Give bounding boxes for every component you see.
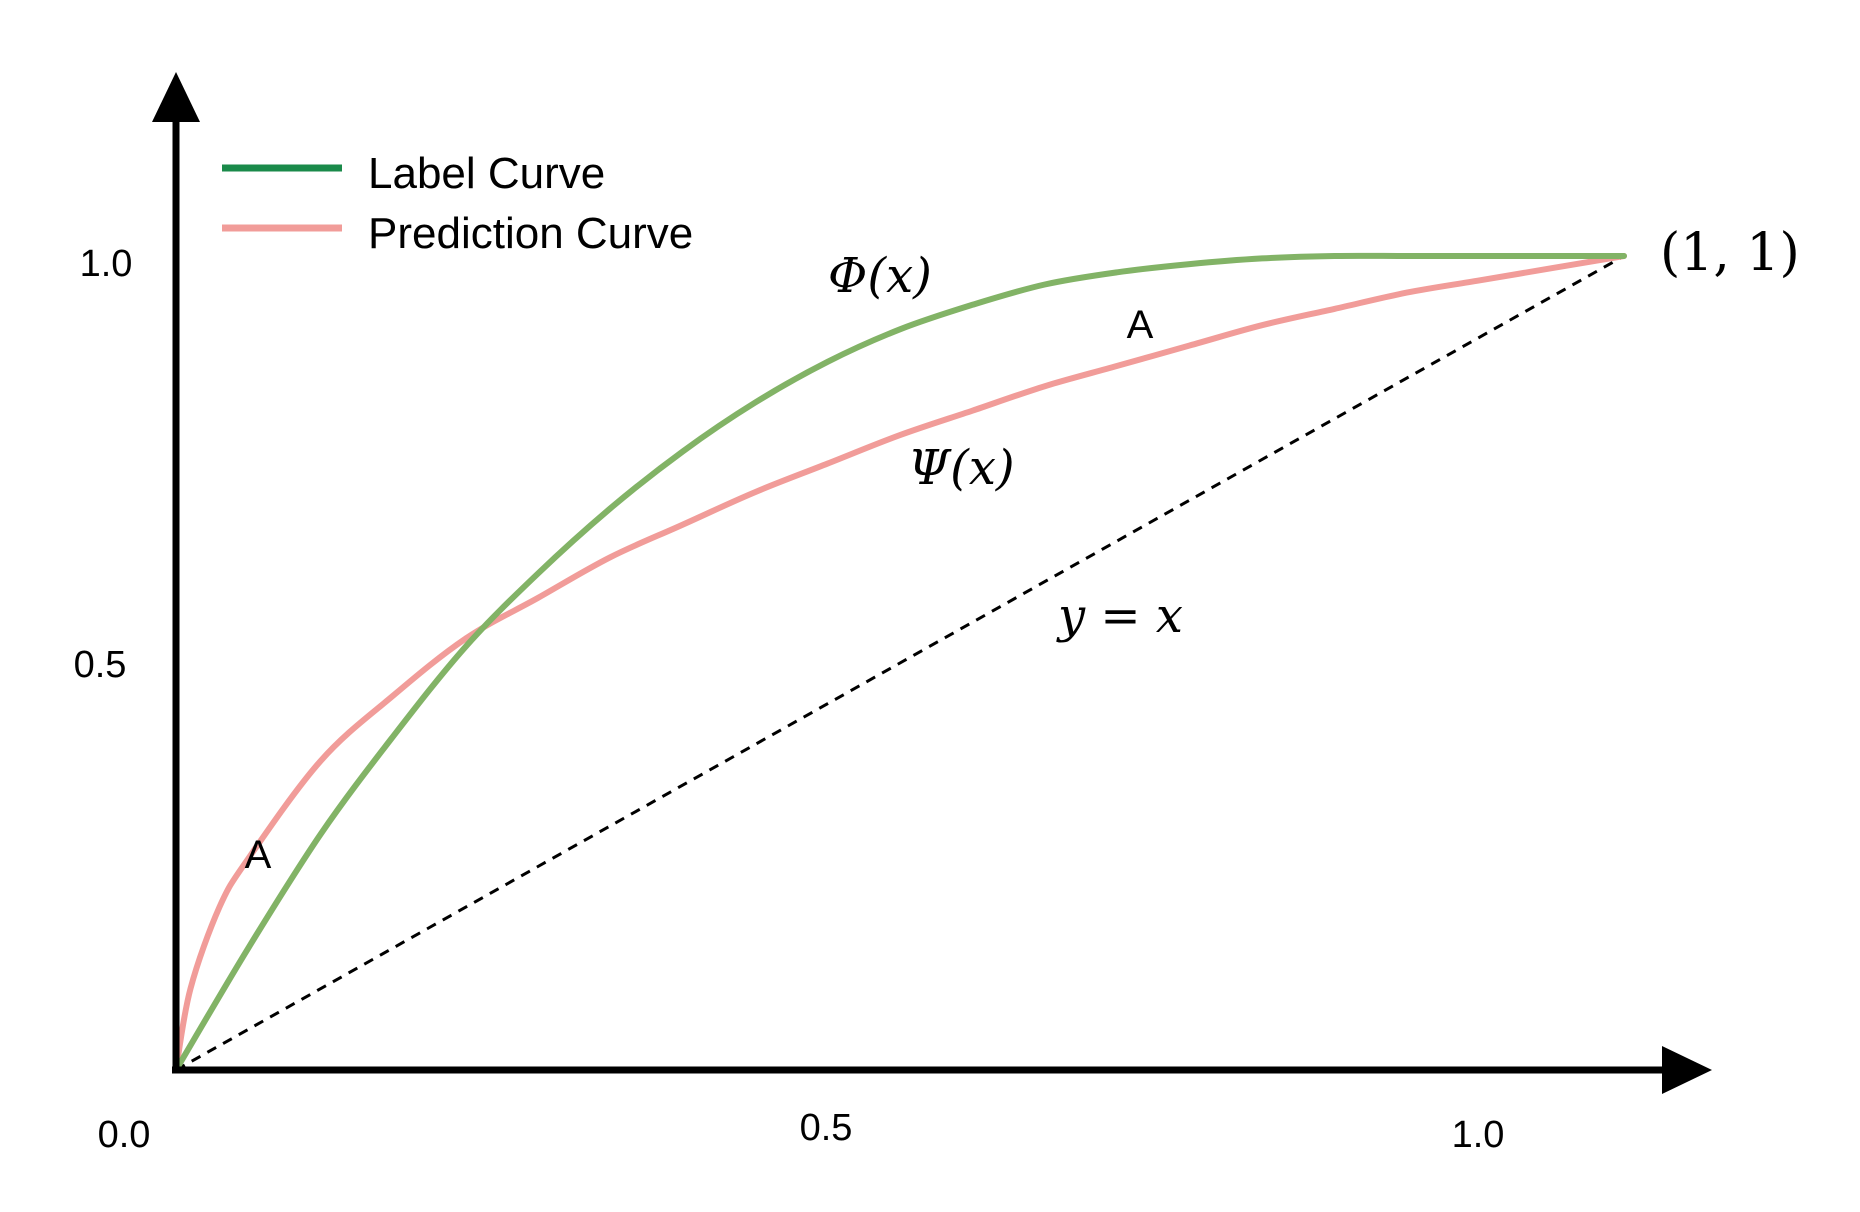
x-tick-label-0: 0.0 (98, 1114, 151, 1156)
legend-label-label-curve: Label Curve (368, 149, 605, 198)
x-axis-arrow (1662, 1046, 1712, 1094)
curves (173, 252, 1627, 1070)
y-tick-label-1: 1.0 (80, 243, 133, 285)
prediction-curve-line (173, 253, 1627, 1070)
x-tick-label-1: 0.5 (800, 1107, 853, 1149)
legend-label-prediction-curve: Prediction Curve (368, 209, 693, 258)
reference-line-y-equals-x (175, 254, 1625, 1070)
y-tick-label-0: 0.5 (74, 644, 127, 686)
diagonal-annotation: y = x (1056, 588, 1183, 644)
x-tick-label-2: 1.0 (1452, 1114, 1505, 1156)
region-label-upper: A (1127, 303, 1154, 347)
endpoint-annotation: (1, 1) (1660, 223, 1800, 283)
prediction-curve-annotation: Ψ(x) (908, 440, 1015, 496)
legend: Label Curve Prediction Curve (222, 149, 693, 258)
region-label-lower: A (245, 833, 272, 877)
label-curve-annotation: Φ(x) (828, 248, 932, 304)
y-axis-arrow (152, 72, 200, 122)
label-curve-line (173, 252, 1627, 1070)
